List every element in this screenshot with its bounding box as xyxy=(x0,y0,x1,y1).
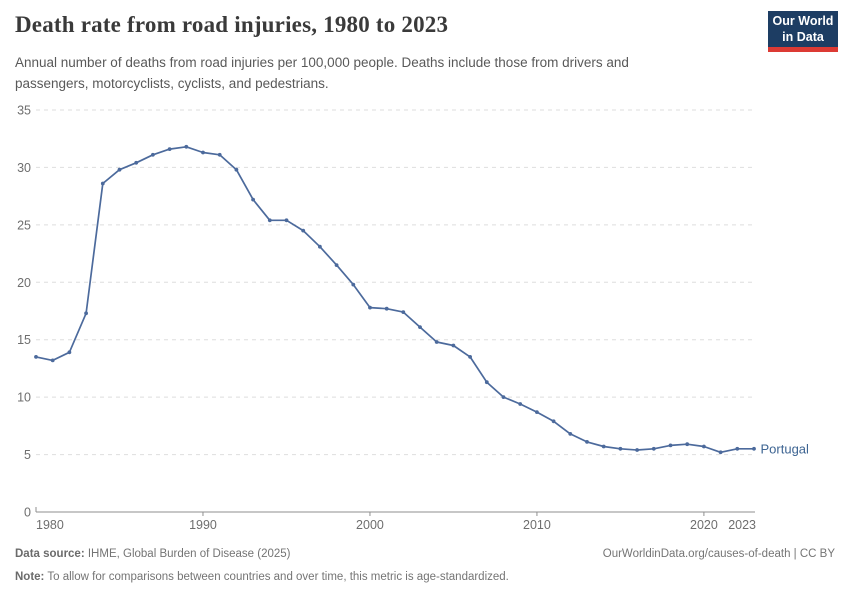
data-point-marker[interactable] xyxy=(635,448,639,452)
data-point-marker[interactable] xyxy=(301,228,306,233)
data-point-marker[interactable] xyxy=(351,282,356,287)
data-point-marker[interactable] xyxy=(434,340,439,344)
data-point-marker[interactable] xyxy=(84,311,88,316)
line-chart: 0 5 10 15 20 25 30 35 1980 1990 2000 2010 2020 2023 Po… xyxy=(0,95,850,545)
data-point-marker[interactable] xyxy=(702,444,706,449)
x-axis-tick-label: 2020 xyxy=(690,518,718,532)
data-point-marker[interactable] xyxy=(201,150,205,155)
line-chart-svg: 0 5 10 15 20 25 30 35 1980 1990 2000 2010 2020 2023 Po… xyxy=(17,104,810,533)
data-point-marker[interactable] xyxy=(585,440,589,444)
data-point-marker[interactable] xyxy=(618,446,623,451)
data-point-marker[interactable] xyxy=(685,442,690,447)
x-axis-tick-label: 2023 xyxy=(728,518,756,532)
data-source-line: Data source: IHME, Global Burden of Dise… xyxy=(15,547,291,562)
data-point-marker[interactable] xyxy=(418,325,422,329)
x-axis-tick-label: 1990 xyxy=(189,518,217,532)
data-point-marker[interactable] xyxy=(34,355,38,359)
x-axis-tick-label: 2010 xyxy=(523,518,551,532)
y-axis-tick-label: 25 xyxy=(17,218,31,232)
y-axis-tick-label: 0 xyxy=(24,506,31,520)
data-point-marker[interactable] xyxy=(251,197,256,202)
data-point-marker[interactable] xyxy=(501,395,506,399)
x-axis-tick-label: 2000 xyxy=(356,518,384,532)
data-point-marker[interactable] xyxy=(50,358,55,363)
data-point-marker[interactable] xyxy=(267,218,272,223)
data-point-marker[interactable] xyxy=(551,419,556,424)
data-point-marker[interactable] xyxy=(100,181,105,186)
y-axis-tick-label: 20 xyxy=(17,276,31,290)
data-point-marker[interactable] xyxy=(384,306,389,311)
data-point-marker[interactable] xyxy=(151,152,155,157)
data-point-marker[interactable] xyxy=(601,444,606,449)
data-point-marker[interactable] xyxy=(718,450,723,455)
data-point-marker[interactable] xyxy=(117,167,122,172)
data-point-marker[interactable] xyxy=(217,152,222,157)
portugal-line-series[interactable] xyxy=(35,145,755,454)
data-point-marker[interactable] xyxy=(368,305,372,310)
note-text: To allow for comparisons between countri… xyxy=(44,571,509,583)
data-point-marker[interactable] xyxy=(234,167,239,172)
data-point-marker[interactable] xyxy=(318,244,322,249)
series-end-label-portugal[interactable]: Portugal xyxy=(761,441,810,456)
data-point-marker[interactable] xyxy=(735,446,740,451)
data-point-marker[interactable] xyxy=(334,263,339,267)
x-axis-tick-label: 1980 xyxy=(36,518,64,532)
y-axis-tick-label: 35 xyxy=(17,104,31,118)
y-axis-tick-label: 30 xyxy=(17,161,31,175)
data-point-marker[interactable] xyxy=(451,343,456,348)
data-point-marker[interactable] xyxy=(67,350,72,355)
owid-url-link[interactable]: OurWorldinData.org/causes-of-death | CC … xyxy=(602,548,835,560)
data-point-marker[interactable] xyxy=(518,402,523,406)
data-point-marker[interactable] xyxy=(167,147,172,151)
data-point-marker[interactable] xyxy=(284,218,289,223)
data-point-marker[interactable] xyxy=(535,410,539,414)
data-point-marker[interactable] xyxy=(651,446,656,451)
note-label: Note: xyxy=(15,571,45,583)
y-axis-tick-label: 15 xyxy=(17,333,31,347)
note-line: Note: To allow for comparisons between c… xyxy=(15,570,509,585)
data-point-marker[interactable] xyxy=(468,355,472,359)
y-axis-tick-label: 5 xyxy=(24,448,31,462)
data-point-marker[interactable] xyxy=(752,446,756,451)
chart-subtitle: Annual number of deaths from road injuri… xyxy=(15,55,629,91)
chart-title: Death rate from road injuries, 1980 to 2… xyxy=(15,12,449,37)
logo-text-line1: Our World xyxy=(772,14,834,28)
data-point-marker[interactable] xyxy=(134,160,139,165)
data-point-marker[interactable] xyxy=(484,380,489,385)
data-point-marker[interactable] xyxy=(184,144,189,149)
logo-text-line2: in Data xyxy=(782,30,824,44)
owid-logo[interactable]: Our World in Data xyxy=(768,11,838,52)
y-axis-tick-label: 10 xyxy=(17,391,31,405)
data-point-marker[interactable] xyxy=(401,310,406,314)
data-point-marker[interactable] xyxy=(668,443,673,448)
data-point-marker[interactable] xyxy=(568,432,573,436)
data-source-text: IHME, Global Burden of Disease (2025) xyxy=(84,548,291,560)
data-source-label: Data source: xyxy=(15,548,85,560)
